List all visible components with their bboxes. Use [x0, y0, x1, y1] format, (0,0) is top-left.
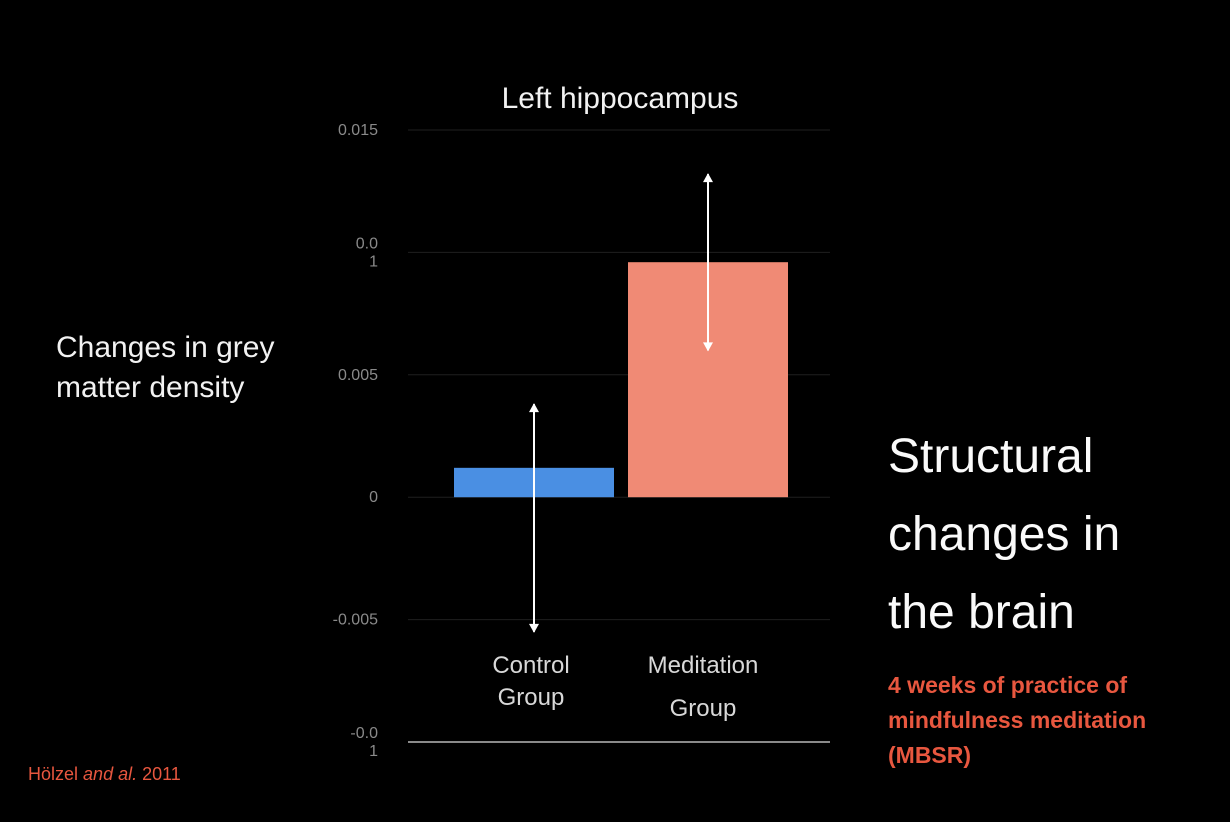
y-tick-label: -0.0 1 — [350, 725, 378, 760]
slide-heading: Structural changes in the brain — [888, 418, 1208, 652]
citation-year: 2011 — [142, 764, 181, 784]
y-axis-label-line: matter density — [56, 371, 245, 404]
y-axis-label-line: Changes in grey — [56, 331, 275, 364]
error-bar-cap-bottom — [703, 342, 713, 352]
error-bar-cap-top — [529, 403, 539, 413]
slide-heading-line: changes in — [888, 508, 1121, 561]
slide-heading-line: the brain — [888, 586, 1075, 639]
citation: Hölzel and al. 2011 — [28, 764, 181, 785]
x-category-label: Control Group — [492, 652, 569, 711]
error-bar-cap-top — [703, 173, 713, 183]
chart-title: Left hippocampus — [501, 82, 739, 115]
error-bar-cap-bottom — [529, 623, 539, 633]
slide-subtitle: 4 weeks of practice of mindfulness medit… — [888, 668, 1208, 773]
y-tick-label: 0.0 1 — [356, 235, 378, 270]
slide-subtitle-line: mindfulness meditation — [888, 707, 1147, 733]
slide-subtitle-line: 4 weeks of practice of — [888, 672, 1128, 698]
citation-connector: and al. — [83, 764, 138, 784]
citation-author: Hölzel — [28, 764, 79, 784]
x-category-label: Meditation Group — [648, 652, 759, 722]
slide-subtitle-line: (MBSR) — [888, 742, 972, 768]
y-tick-label: 0.005 — [338, 367, 378, 384]
y-tick-label: -0.005 — [333, 612, 378, 629]
y-tick-label: 0 — [369, 489, 378, 506]
slide-heading-line: Structural — [888, 430, 1094, 483]
y-tick-label: 0.015 — [338, 122, 378, 139]
y-axis-label: Changes in grey matter density — [56, 328, 316, 408]
